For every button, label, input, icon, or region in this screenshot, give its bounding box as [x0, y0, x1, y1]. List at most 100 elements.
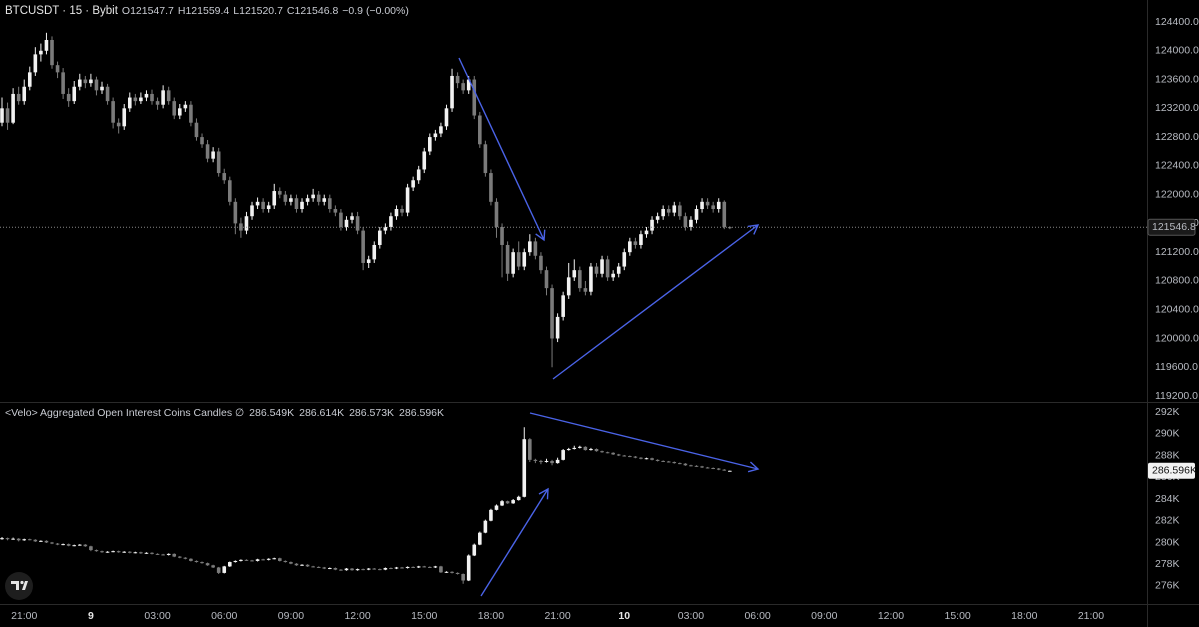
oi-value: 286.614K: [299, 407, 344, 419]
candle-body: [389, 568, 393, 570]
candle-body: [722, 201, 727, 228]
candle-body: [205, 144, 210, 159]
y-tick-label: 280K: [1155, 536, 1180, 548]
x-tick-label: 09:00: [811, 610, 837, 622]
candle-body: [572, 447, 577, 449]
candle-body: [666, 461, 671, 463]
candle-body: [261, 201, 265, 210]
y-tick-label: 278K: [1155, 558, 1180, 570]
candle-body: [605, 452, 610, 454]
candle-body: [516, 252, 521, 267]
x-tick-label: 9: [88, 610, 94, 622]
change: −0.9 (−0.00%): [342, 5, 409, 17]
candle-body: [16, 538, 21, 541]
ohlc-value: 121547.7: [130, 5, 174, 17]
x-tick-label: 21:00: [544, 610, 570, 622]
candle-body: [422, 151, 427, 170]
y-tick-label: 124400.0: [1155, 16, 1199, 28]
candle-body: [355, 569, 360, 571]
candle-body: [689, 465, 693, 467]
candle-body: [361, 569, 365, 571]
candle-body: [272, 558, 277, 560]
candle-body: [105, 86, 110, 102]
candle-body: [366, 259, 371, 263]
candle-body: [333, 209, 338, 213]
x-tick-label: 15:00: [944, 610, 970, 622]
candle-body: [700, 201, 704, 210]
candle-body: [616, 454, 621, 456]
ohlc-prefix: L: [233, 5, 239, 17]
ohlc-prefix: C: [287, 5, 295, 17]
candle-body: [678, 205, 682, 217]
candle-body: [222, 173, 227, 181]
candle-body: [700, 466, 704, 468]
candle-body: [611, 452, 615, 455]
candle-body: [344, 568, 349, 571]
candle-body: [450, 75, 454, 109]
candle-body: [0, 538, 4, 540]
candle-body: [450, 571, 454, 573]
y-tick-label: 282K: [1155, 515, 1180, 527]
candle-body: [161, 90, 165, 105]
candle-body: [72, 545, 77, 547]
arrow-up: [552, 224, 760, 380]
candle-body: [455, 75, 460, 84]
y-tick-label: 119600.0: [1155, 361, 1198, 373]
y-tick-label: 123600.0: [1155, 73, 1199, 85]
candle-body: [166, 553, 171, 555]
candle-body: [583, 446, 588, 451]
y-tick-label: 120800.0: [1155, 275, 1199, 287]
candle-body: [50, 39, 54, 66]
candle-body: [639, 234, 643, 245]
candle-body: [255, 559, 260, 561]
candle-body: [144, 93, 149, 98]
candle-body: [239, 559, 243, 561]
marks: 119200.0 119600.0 120000.0 120400.0 120800.0…: [0, 16, 1199, 622]
candle-body: [711, 468, 715, 470]
x-tick-label: 12:00: [878, 610, 904, 622]
candle-body: [55, 543, 60, 545]
candle-body: [583, 288, 588, 292]
candle-body: [150, 93, 154, 102]
candle-body: [116, 122, 121, 127]
y-tick-label: 122400.0: [1155, 160, 1199, 172]
candle-body: [278, 191, 282, 195]
candle-body: [589, 448, 593, 451]
candle-body: [500, 501, 504, 506]
x-tick-label: 18:00: [1011, 610, 1037, 622]
candle-body: [422, 566, 427, 568]
candle-body: [166, 90, 171, 102]
candle-body: [716, 201, 721, 210]
candle-body: [144, 552, 149, 554]
candle-body: [105, 551, 110, 553]
candle-body: [194, 122, 199, 138]
candle-body: [66, 544, 71, 546]
candle-body: [372, 568, 377, 570]
candle-body: [400, 567, 404, 569]
candle-body: [578, 446, 582, 448]
candle-body: [511, 500, 515, 504]
candle-body: [200, 562, 204, 564]
candle-body: [22, 539, 27, 541]
candle-body: [628, 456, 632, 458]
candle-body: [439, 566, 443, 573]
candle-body: [272, 191, 277, 206]
candle-body: [55, 65, 60, 73]
candle-body: [322, 198, 327, 202]
candle-body: [27, 72, 32, 87]
candle-body: [455, 572, 460, 574]
price-header: BTCUSDT · 15 · Bybit O121547.7 H121559.4 L1…: [5, 5, 409, 17]
candle-body: [611, 273, 615, 278]
last-price-box: [1147, 218, 1196, 236]
candle-body: [100, 86, 104, 91]
arrow-oi-down: [529, 412, 760, 473]
candle-body: [316, 194, 321, 202]
candle-body: [155, 101, 160, 105]
candle-body: [494, 505, 499, 510]
candle-body: [227, 562, 232, 567]
candle-body: [683, 216, 688, 228]
candle-body: [283, 560, 288, 563]
candle-body: [33, 54, 38, 73]
candle-body: [50, 542, 54, 544]
